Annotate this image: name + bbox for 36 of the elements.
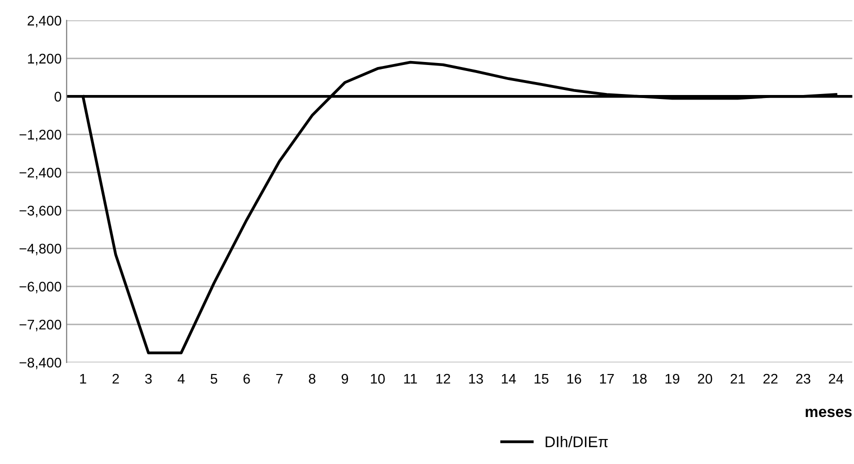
x-axis-title: meses bbox=[806, 408, 852, 418]
x-tick-label: 4 bbox=[178, 374, 185, 384]
x-tick-label: 23 bbox=[796, 374, 810, 384]
x-tick-label: 3 bbox=[145, 374, 152, 384]
x-tick-label: 17 bbox=[600, 374, 614, 384]
x-tick-label: 8 bbox=[308, 374, 316, 384]
y-tick-label: 2,400 bbox=[28, 16, 62, 28]
x-tick-label: 5 bbox=[210, 374, 218, 384]
x-tick-label: 16 bbox=[567, 374, 582, 384]
y-tick-label: 1,200 bbox=[28, 54, 62, 66]
x-tick-label: 18 bbox=[632, 374, 647, 384]
y-tick-label: −6,000 bbox=[20, 282, 62, 294]
x-tick-label: 24 bbox=[828, 374, 844, 384]
x-tick-label: 21 bbox=[730, 374, 745, 384]
x-tick-label: 6 bbox=[244, 374, 250, 384]
y-tick-label: −2,400 bbox=[20, 168, 62, 180]
x-tick-label: 13 bbox=[469, 374, 483, 384]
x-tick-label: 14 bbox=[502, 374, 516, 384]
y-tick-label: −7,200 bbox=[20, 320, 62, 332]
y-tick-label: 0 bbox=[54, 92, 62, 102]
x-tick-label: 20 bbox=[698, 374, 712, 384]
y-tick-label: −8,400 bbox=[20, 358, 62, 370]
x-tick-label: 10 bbox=[370, 374, 385, 384]
x-tick-label: 7 bbox=[276, 374, 283, 384]
legend-label: DIh/DIEπ bbox=[546, 436, 608, 448]
x-tick-label: 19 bbox=[666, 374, 680, 384]
x-tick-label: 1 bbox=[80, 374, 86, 384]
x-tick-label: 15 bbox=[534, 374, 548, 384]
x-tick-label: 11 bbox=[404, 374, 417, 384]
y-tick-label: −4,800 bbox=[20, 244, 62, 256]
x-tick-label: 12 bbox=[436, 374, 450, 384]
x-tick-label: 22 bbox=[763, 374, 778, 384]
y-tick-label: −1,200 bbox=[20, 130, 62, 142]
x-tick-label: 9 bbox=[342, 374, 348, 384]
y-tick-label: −3,600 bbox=[20, 206, 62, 218]
x-tick-label: 2 bbox=[112, 374, 119, 384]
